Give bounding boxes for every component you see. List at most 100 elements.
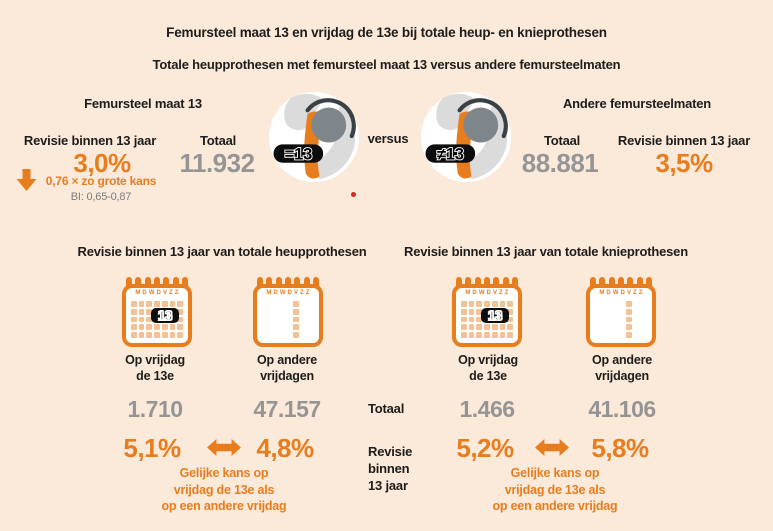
calendar-day-cell: [131, 316, 137, 323]
calendar-day-cell: [634, 309, 640, 315]
calendar-day-cell: [301, 317, 307, 323]
calendar-day-cell: [468, 301, 475, 307]
calendar-rings: [257, 277, 319, 290]
calendar-day-cell: [138, 324, 145, 331]
calendar-day-cell: [308, 309, 314, 315]
calendar-day-cell: [292, 324, 299, 331]
calendar-day-13-badge: 13: [151, 307, 179, 324]
calendar-day-cell: [618, 332, 624, 338]
calendar-ring: [266, 277, 273, 290]
calendar-day-cell: [277, 332, 283, 338]
calendar-day-cell: [131, 301, 137, 307]
hip-note-line2: vrijdag de 13e als: [173, 482, 275, 497]
knee-col1-pct: 5,2%: [456, 433, 514, 463]
hip-note-line1: Gelijke kans op: [179, 466, 269, 480]
calendar-day-cell: [634, 317, 640, 323]
calendar-day-cell: [641, 324, 647, 330]
calendar-day-cell: [618, 317, 624, 323]
calendar-day-cell: [507, 332, 513, 338]
stem-left-heading: Femursteel maat 13: [84, 96, 202, 111]
calendar-ring: [163, 277, 170, 290]
knee-note-line2: vrijdag de 13e als: [504, 482, 606, 497]
calendar-ring: [465, 277, 472, 290]
middle-revision-line2: binnen: [368, 461, 410, 476]
calendar-day-cell: [468, 324, 475, 331]
calendar-day-cell: [610, 309, 616, 315]
calendar-ring: [483, 277, 490, 290]
calendar-day-cell: [277, 309, 283, 315]
hip-prosthesis-icon-size13: =13: [268, 91, 360, 183]
calendar-body: M D W D V Z Z 13: [452, 284, 522, 347]
double-arrow-icon: [207, 439, 241, 456]
calendar-day-cell: [491, 301, 498, 307]
calendar-ring: [511, 277, 518, 290]
calendar-day-cell: [154, 301, 160, 307]
calendar-day-cell: [308, 332, 314, 338]
calendar-day-cell: [131, 324, 137, 331]
calendar-ring: [590, 277, 596, 290]
hip-prosthesis-icon-other-sizes: ≠13: [420, 91, 512, 183]
calendar-day-cell: [625, 332, 632, 338]
calendar-rings: [126, 277, 188, 290]
calendar-day-cell: [146, 316, 153, 323]
calendar-ring: [627, 277, 634, 290]
knee-col2-total: 41.106: [588, 396, 656, 422]
calendar-day-cell: [641, 317, 647, 323]
calendar-day-cell: [468, 308, 475, 315]
calendar-day-cell: [507, 308, 513, 315]
calendar-day-cell: [270, 301, 276, 307]
calendar-day-cell: [131, 332, 137, 338]
hip-col1-total: 1.710: [127, 396, 183, 422]
calendar-day-cell: [507, 301, 513, 307]
stem-right-revision-label: Revisie binnen 13 jaar: [617, 133, 751, 148]
calendar-day-cell: [476, 332, 483, 338]
calendar-ring: [636, 277, 643, 290]
page-subtitle: Totale heupprothesen met femursteel maat…: [152, 57, 621, 72]
calendar-day-cell: [161, 301, 168, 307]
calendar-day-cell: [285, 332, 291, 338]
calendar-body: M D W D V Z Z: [586, 284, 656, 347]
calendar-day-cell: [262, 301, 268, 307]
calendar-grid: [262, 301, 314, 338]
middle-revision-line1: Revisie: [368, 444, 413, 459]
calendar-ring: [312, 277, 319, 290]
calendar-weekday-row: M D W D V Z Z: [266, 290, 310, 296]
size-label-text: ≠13: [437, 145, 464, 164]
calendar-day-cell: [146, 301, 153, 307]
hip-col2-label: Op andere vrijdagen: [237, 352, 337, 384]
knee-col2-label-line1: Op andere: [591, 353, 653, 367]
calendar-day-cell: [177, 324, 183, 331]
stem-left-revision-value: 3,0%: [73, 148, 131, 178]
calendar-day-cell: [262, 332, 268, 338]
knee-col1-label: Op vrijdag de 13e: [438, 352, 538, 384]
knee-col1-total: 1.466: [459, 396, 515, 422]
calendar-ring: [257, 277, 263, 290]
calendar-ring: [493, 277, 500, 290]
calendar-day-cell: [484, 332, 490, 338]
calendar-ring: [599, 277, 606, 290]
versus-label: versus: [367, 131, 409, 146]
middle-total-label: Totaal: [368, 401, 405, 416]
calendar-ring: [135, 277, 142, 290]
stem-right-total-value: 88.881: [521, 148, 599, 178]
calendar-day-cell: [491, 332, 498, 338]
calendar-day-cell: [270, 332, 276, 338]
calendar-ring: [456, 277, 462, 290]
calendar-day-cell: [308, 317, 314, 323]
calendar-day-cell: [499, 301, 506, 307]
calendar-day-cell: [138, 332, 145, 338]
calendar-day-cell: [308, 324, 314, 330]
calendar-ring: [502, 277, 509, 290]
acetabular-cup-arc: [305, 98, 356, 139]
calendar-ring: [294, 277, 301, 290]
calendar-ring: [645, 277, 652, 290]
knee-equal-chance-note: Gelijke kans op vrijdag de 13e als op ee…: [455, 465, 655, 515]
stem-left-ci-text: BI: 0,65-0,87: [70, 191, 132, 203]
calendar-day-cell: [292, 308, 299, 315]
calendar-ring: [303, 277, 310, 290]
stem-right-total-label: Totaal: [543, 133, 581, 148]
calendar-day-cell: [285, 301, 291, 307]
calendar-day-cell: [461, 301, 467, 307]
red-dot: [351, 192, 356, 197]
